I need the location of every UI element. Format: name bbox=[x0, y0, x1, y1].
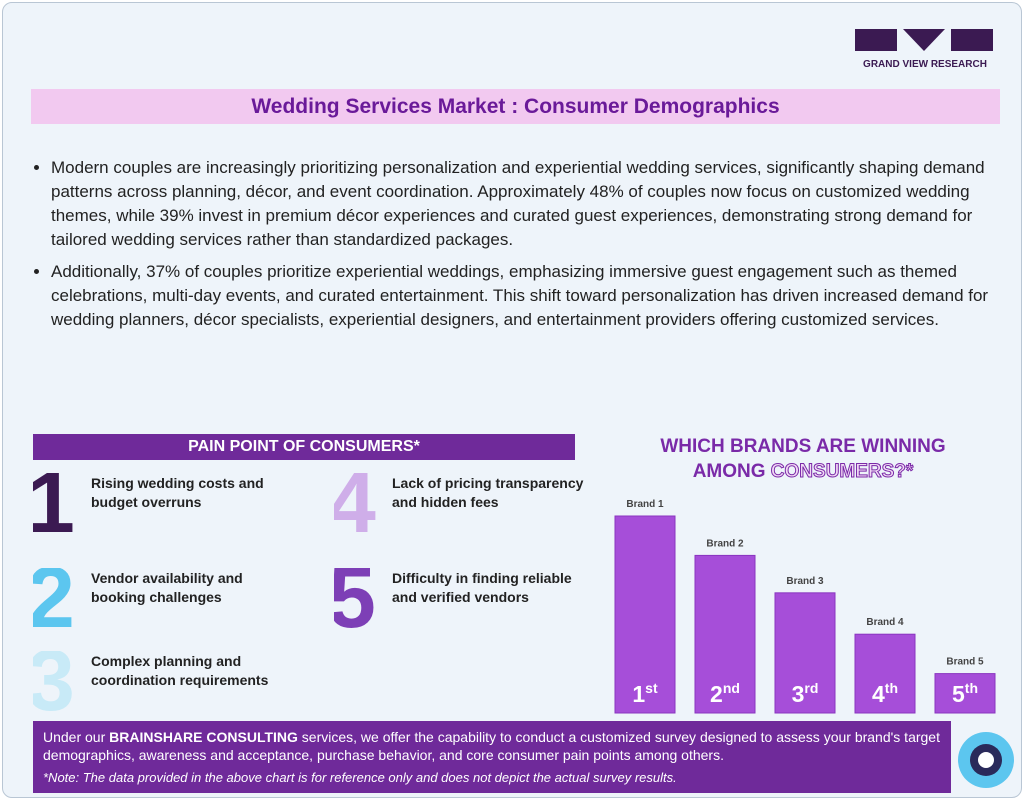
pain-text: Lack of pricing transparency and hidden … bbox=[392, 475, 584, 510]
pain-text: Rising wedding costs and budget overruns bbox=[91, 475, 264, 510]
brand-label: Brand 2 bbox=[706, 538, 744, 549]
bar bbox=[774, 592, 836, 714]
footer: Under our BRAINSHARE CONSULTING services… bbox=[33, 721, 951, 793]
rank-label: 5th bbox=[952, 680, 978, 707]
pain-icon: 1 bbox=[33, 473, 75, 533]
note: *Note: The data provided in the above ch… bbox=[43, 770, 677, 785]
footer-part: services, we offer the capability to con… bbox=[43, 729, 940, 763]
pain-text: Vendor availability and booking challeng… bbox=[91, 570, 243, 605]
rank-label: 1st bbox=[632, 680, 658, 707]
title: Wedding Services Market : Consumer Demog… bbox=[31, 89, 1000, 124]
rank-label: 3rd bbox=[792, 680, 819, 707]
rank-number: 4 bbox=[872, 681, 885, 707]
footer-part: BRAINSHARE CONSULTING bbox=[109, 729, 298, 745]
title-line: AMONG CONSUMERS?* bbox=[603, 459, 1003, 484]
brand-label: Brand 1 bbox=[626, 499, 664, 510]
rank-number: 3 bbox=[792, 681, 805, 707]
pain-text: Difficulty in finding reliable and verif… bbox=[392, 570, 572, 605]
pain-icon: 4 bbox=[334, 473, 376, 533]
brand-label: Brand 3 bbox=[786, 576, 824, 587]
rank-suffix: th bbox=[965, 680, 978, 696]
rank-label: 4th bbox=[872, 680, 898, 707]
rank-number: 1 bbox=[632, 681, 645, 707]
rank-suffix: th bbox=[885, 680, 898, 696]
bullet: Modern couples are increasingly prioriti… bbox=[51, 156, 1008, 252]
rank-suffix: nd bbox=[723, 680, 740, 696]
title-part: AMONG bbox=[692, 461, 766, 482]
logo: GRAND VIEW RESEARCH bbox=[855, 29, 993, 70]
bar bbox=[934, 673, 996, 714]
pain-text: Complex planning and coordination requir… bbox=[91, 653, 269, 688]
rank-suffix: st bbox=[645, 680, 658, 696]
bar bbox=[694, 554, 756, 714]
bar bbox=[854, 633, 916, 714]
pain-icon: 5 bbox=[334, 568, 376, 628]
bullet: Additionally, 37% of couples prioritize … bbox=[51, 260, 1008, 332]
rank-number: 2 bbox=[710, 681, 723, 707]
logo-text: GRAND VIEW RESEARCH bbox=[863, 59, 987, 70]
pain-header: PAIN POINT OF CONSUMERS* bbox=[33, 434, 575, 460]
title-line: WHICH BRANDS ARE WINNING bbox=[660, 436, 946, 457]
bar bbox=[614, 515, 676, 714]
pain-icon: 2 bbox=[33, 568, 75, 628]
rank-suffix: rd bbox=[804, 680, 818, 696]
title-part: CONSUMERS?* bbox=[770, 461, 914, 483]
footer-text: Under our BRAINSHARE CONSULTING services… bbox=[43, 728, 941, 764]
chart-title: WHICH BRANDS ARE WINNING AMONG CONSUMERS… bbox=[603, 434, 1003, 484]
brand-label: Brand 4 bbox=[866, 617, 904, 628]
rank-number: 5 bbox=[952, 681, 965, 707]
bullets: Modern couples are increasingly prioriti… bbox=[33, 156, 1008, 340]
brand-label: Brand 5 bbox=[946, 657, 984, 668]
pain-icon: 3 bbox=[33, 651, 75, 711]
brain-icon bbox=[958, 732, 1014, 788]
rank-label: 2nd bbox=[710, 680, 740, 707]
footer-part: Under our bbox=[43, 729, 106, 745]
